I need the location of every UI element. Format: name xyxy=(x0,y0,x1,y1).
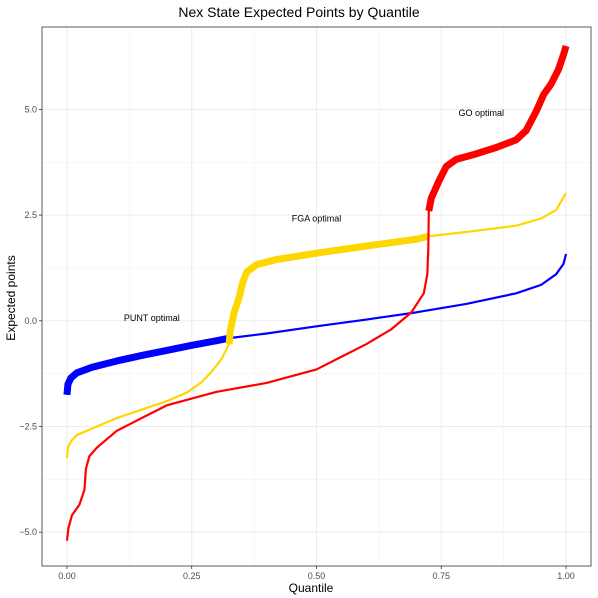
x-tick-label: 0.75 xyxy=(433,571,451,581)
series-layer xyxy=(63,45,570,541)
x-tick-label: 0.25 xyxy=(183,571,201,581)
y-tick-label: 0.0 xyxy=(24,316,37,326)
annotation-label: GO optimal xyxy=(458,108,504,118)
annotation-label: FGA optimal xyxy=(292,214,342,224)
x-tick-label: 0.00 xyxy=(58,571,76,581)
x-tick-label: 0.50 xyxy=(308,571,326,581)
y-axis-ticks: −5.0 −2.5 0.0 2.5 5.0 xyxy=(19,104,42,537)
series-optimal-0 xyxy=(63,334,230,396)
annotation-label: PUNT optimal xyxy=(124,313,180,323)
y-tick-label: −5.0 xyxy=(19,527,37,537)
x-axis-ticks: 0.00 0.25 0.50 0.75 1.00 xyxy=(58,566,575,581)
grid-major xyxy=(42,27,591,566)
series-optimal-2 xyxy=(425,45,570,212)
annotation-layer: PUNT optimal FGA optimal GO optimal xyxy=(124,108,504,323)
y-tick-label: 5.0 xyxy=(24,104,37,114)
y-tick-label: 2.5 xyxy=(24,210,37,220)
x-axis-label: Quantile xyxy=(289,581,334,595)
chart-title: Nex State Expected Points by Quantile xyxy=(178,4,419,20)
x-tick-label: 1.00 xyxy=(557,571,575,581)
series-optimal-1 xyxy=(225,232,430,345)
y-tick-label: −2.5 xyxy=(19,421,37,431)
y-axis-label: Expected points xyxy=(4,255,18,340)
